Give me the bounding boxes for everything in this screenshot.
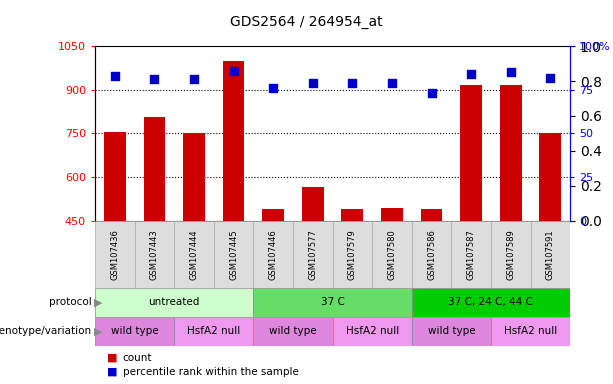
- Bar: [333, 221, 372, 288]
- Text: percentile rank within the sample: percentile rank within the sample: [123, 366, 299, 377]
- Text: GDS2564 / 264954_at: GDS2564 / 264954_at: [230, 15, 383, 29]
- Bar: [223, 61, 245, 352]
- Bar: [174, 221, 214, 288]
- Bar: [530, 221, 570, 288]
- Point: [150, 76, 159, 82]
- Text: ▶: ▶: [94, 297, 103, 308]
- Point: [546, 74, 555, 81]
- Text: protocol: protocol: [49, 297, 92, 308]
- Point: [348, 80, 357, 86]
- Point: [189, 76, 199, 82]
- Bar: [491, 221, 530, 288]
- Bar: [381, 208, 403, 352]
- Text: GSM107586: GSM107586: [427, 229, 436, 280]
- Bar: [451, 221, 491, 288]
- Text: ■: ■: [107, 353, 118, 363]
- Point: [110, 73, 120, 79]
- Text: GSM107580: GSM107580: [387, 229, 397, 280]
- Text: GSM107579: GSM107579: [348, 229, 357, 280]
- Text: HsfA2 null: HsfA2 null: [346, 326, 399, 336]
- Bar: [293, 221, 333, 288]
- Bar: [253, 288, 412, 317]
- Text: ■: ■: [107, 366, 118, 377]
- Text: 37 C, 24 C, 44 C: 37 C, 24 C, 44 C: [449, 297, 533, 308]
- Bar: [95, 288, 253, 317]
- Text: wild type: wild type: [427, 326, 475, 336]
- Bar: [174, 317, 253, 346]
- Text: GSM107577: GSM107577: [308, 229, 318, 280]
- Text: count: count: [123, 353, 152, 363]
- Bar: [372, 221, 412, 288]
- Bar: [460, 85, 482, 352]
- Text: wild type: wild type: [111, 326, 158, 336]
- Bar: [135, 221, 174, 288]
- Text: GSM107587: GSM107587: [466, 229, 476, 280]
- Bar: [491, 317, 570, 346]
- Bar: [253, 221, 293, 288]
- Text: GSM107589: GSM107589: [506, 229, 515, 280]
- Bar: [412, 221, 451, 288]
- Text: GSM107446: GSM107446: [268, 229, 278, 280]
- Bar: [412, 317, 491, 346]
- Text: untreated: untreated: [148, 297, 200, 308]
- Point: [506, 69, 516, 75]
- Bar: [104, 132, 126, 352]
- Bar: [262, 209, 284, 352]
- Text: HsfA2 null: HsfA2 null: [187, 326, 240, 336]
- Text: GSM107444: GSM107444: [189, 229, 199, 280]
- Bar: [421, 209, 443, 352]
- Point: [268, 85, 278, 91]
- Bar: [214, 221, 253, 288]
- Text: GSM107443: GSM107443: [150, 229, 159, 280]
- Text: GSM107591: GSM107591: [546, 229, 555, 280]
- Text: ▶: ▶: [94, 326, 103, 336]
- Text: GSM107445: GSM107445: [229, 229, 238, 280]
- Bar: [539, 133, 561, 352]
- Point: [387, 80, 397, 86]
- Bar: [341, 209, 364, 352]
- Bar: [500, 85, 522, 352]
- Bar: [183, 133, 205, 352]
- Text: genotype/variation: genotype/variation: [0, 326, 92, 336]
- Text: GSM107436: GSM107436: [110, 229, 120, 280]
- Text: HsfA2 null: HsfA2 null: [504, 326, 557, 336]
- Bar: [95, 317, 174, 346]
- Bar: [333, 317, 412, 346]
- Bar: [412, 288, 570, 317]
- Point: [427, 90, 436, 96]
- Bar: [143, 118, 166, 352]
- Text: wild type: wild type: [269, 326, 317, 336]
- Bar: [95, 221, 135, 288]
- Point: [229, 68, 238, 74]
- Bar: [253, 317, 333, 346]
- Point: [466, 71, 476, 77]
- Point: [308, 80, 318, 86]
- Bar: [302, 187, 324, 352]
- Text: 37 C: 37 C: [321, 297, 345, 308]
